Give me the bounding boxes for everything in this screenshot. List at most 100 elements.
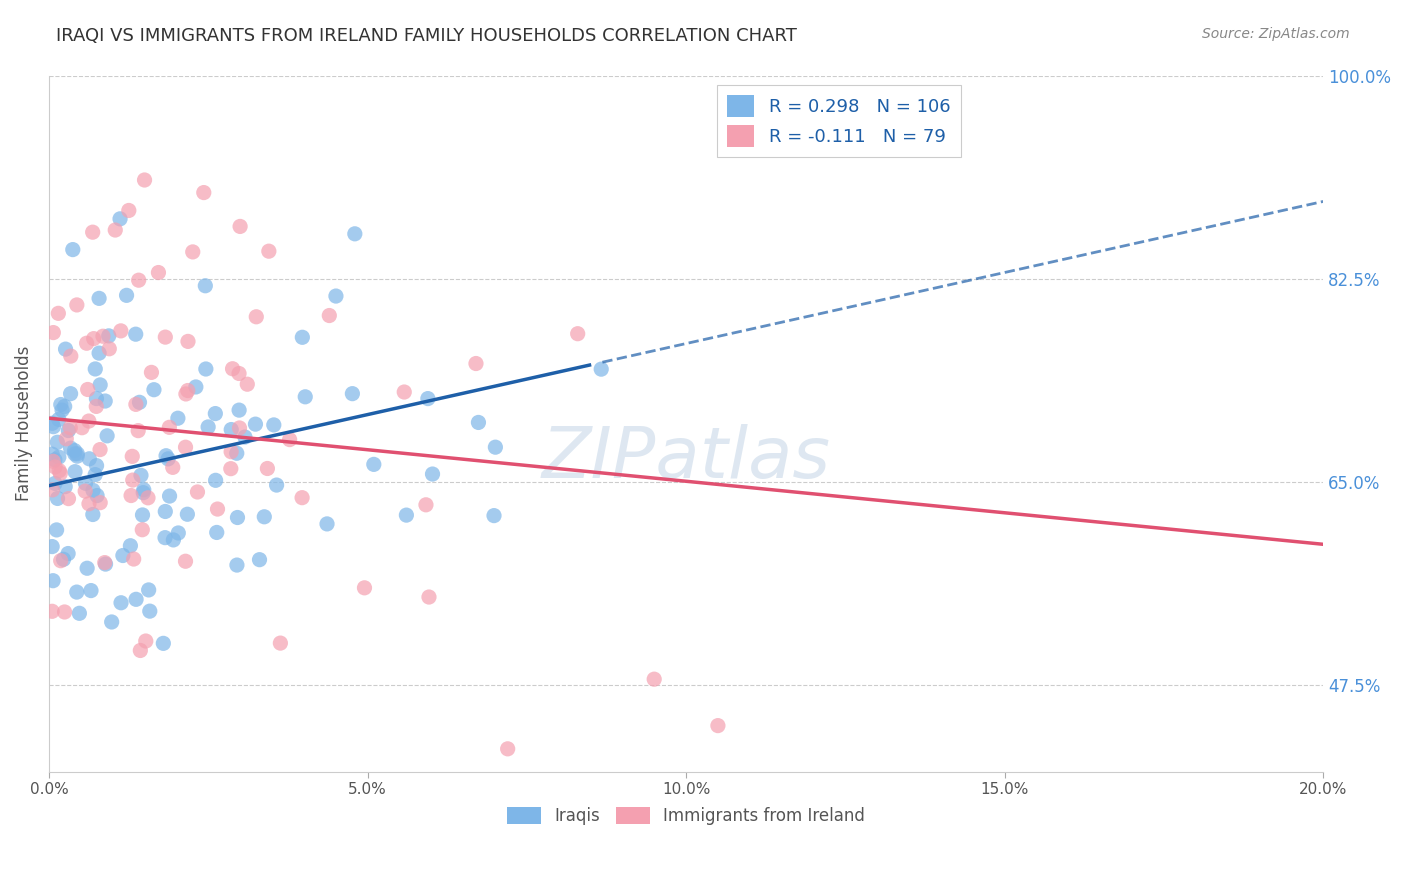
Iraqis bbox=[89, 377, 111, 392]
Immigrants from Ireland bbox=[121, 450, 143, 464]
Iraqis bbox=[132, 485, 155, 500]
Iraqis bbox=[129, 468, 152, 483]
Iraqis bbox=[46, 435, 69, 450]
Iraqis bbox=[66, 449, 89, 463]
Iraqis bbox=[184, 380, 207, 394]
Iraqis bbox=[233, 430, 256, 444]
Immigrants from Ireland bbox=[76, 336, 98, 351]
Iraqis bbox=[80, 583, 103, 598]
Iraqis bbox=[155, 504, 177, 518]
Immigrants from Ireland bbox=[46, 306, 69, 320]
Immigrants from Ireland bbox=[93, 556, 115, 570]
Iraqis bbox=[155, 449, 177, 463]
Iraqis bbox=[138, 582, 160, 597]
Iraqis bbox=[62, 243, 84, 257]
Iraqis bbox=[167, 526, 190, 541]
Immigrants from Ireland bbox=[59, 349, 82, 363]
Iraqis bbox=[125, 327, 148, 342]
Immigrants from Ireland bbox=[84, 400, 107, 414]
Iraqis bbox=[253, 509, 276, 524]
Immigrants from Ireland bbox=[236, 377, 259, 392]
Iraqis bbox=[94, 557, 117, 571]
Immigrants from Ireland bbox=[415, 498, 437, 512]
Immigrants from Ireland bbox=[83, 332, 105, 346]
Iraqis bbox=[67, 607, 90, 621]
Iraqis bbox=[82, 508, 104, 522]
Iraqis bbox=[325, 289, 347, 303]
Iraqis bbox=[46, 491, 69, 506]
Immigrants from Ireland bbox=[465, 357, 488, 371]
Immigrants from Ireland bbox=[141, 365, 163, 379]
Iraqis bbox=[125, 592, 148, 607]
Iraqis bbox=[484, 440, 506, 454]
Immigrants from Ireland bbox=[82, 225, 104, 239]
Iraqis bbox=[204, 407, 226, 421]
Iraqis bbox=[167, 411, 190, 425]
Iraqis bbox=[205, 525, 228, 540]
Iraqis bbox=[53, 400, 76, 414]
Immigrants from Ireland bbox=[418, 590, 440, 604]
Immigrants from Ireland bbox=[53, 605, 76, 619]
Iraqis bbox=[94, 394, 117, 409]
Iraqis bbox=[42, 419, 65, 434]
Legend: Iraqis, Immigrants from Ireland: Iraqis, Immigrants from Ireland bbox=[499, 798, 873, 833]
Immigrants from Ireland bbox=[55, 432, 77, 446]
Iraqis bbox=[291, 330, 314, 344]
Text: Source: ZipAtlas.com: Source: ZipAtlas.com bbox=[1202, 27, 1350, 41]
Iraqis bbox=[53, 480, 76, 494]
Immigrants from Ireland bbox=[98, 342, 121, 356]
Iraqis bbox=[422, 467, 444, 481]
Iraqis bbox=[162, 533, 184, 547]
Iraqis bbox=[111, 549, 134, 563]
Immigrants from Ireland bbox=[134, 173, 156, 187]
Iraqis bbox=[52, 552, 75, 566]
Iraqis bbox=[56, 547, 79, 561]
Immigrants from Ireland bbox=[59, 421, 82, 435]
Immigrants from Ireland bbox=[49, 467, 72, 481]
Immigrants from Ireland bbox=[76, 383, 98, 397]
Iraqis bbox=[108, 211, 131, 226]
Immigrants from Ireland bbox=[394, 384, 416, 399]
Immigrants from Ireland bbox=[157, 420, 180, 434]
Iraqis bbox=[342, 386, 364, 401]
Immigrants from Ireland bbox=[66, 298, 89, 312]
Immigrants from Ireland bbox=[58, 491, 80, 506]
Iraqis bbox=[86, 489, 108, 503]
Iraqis bbox=[48, 450, 70, 464]
Text: IRAQI VS IMMIGRANTS FROM IRELAND FAMILY HOUSEHOLDS CORRELATION CHART: IRAQI VS IMMIGRANTS FROM IRELAND FAMILY … bbox=[56, 27, 797, 45]
Iraqis bbox=[96, 429, 118, 443]
Iraqis bbox=[219, 423, 242, 437]
Immigrants from Ireland bbox=[136, 491, 159, 505]
Iraqis bbox=[591, 362, 613, 376]
Immigrants from Ireland bbox=[278, 433, 301, 447]
Text: ZIPatlas: ZIPatlas bbox=[541, 424, 831, 493]
Iraqis bbox=[194, 362, 217, 376]
Immigrants from Ireland bbox=[228, 367, 250, 381]
Immigrants from Ireland bbox=[121, 473, 143, 487]
Iraqis bbox=[159, 489, 181, 503]
Immigrants from Ireland bbox=[77, 414, 100, 428]
Iraqis bbox=[55, 342, 77, 356]
Iraqis bbox=[467, 416, 489, 430]
Iraqis bbox=[110, 596, 132, 610]
Iraqis bbox=[97, 329, 120, 343]
Immigrants from Ireland bbox=[131, 523, 153, 537]
Iraqis bbox=[115, 288, 138, 302]
Iraqis bbox=[197, 420, 219, 434]
Immigrants from Ireland bbox=[155, 330, 177, 344]
Immigrants from Ireland bbox=[70, 421, 93, 435]
Iraqis bbox=[194, 278, 217, 293]
Immigrants from Ireland bbox=[127, 424, 149, 438]
Immigrants from Ireland bbox=[193, 186, 215, 200]
Iraqis bbox=[59, 386, 82, 401]
Immigrants from Ireland bbox=[643, 672, 665, 686]
Immigrants from Ireland bbox=[49, 554, 72, 568]
Iraqis bbox=[41, 416, 63, 430]
Immigrants from Ireland bbox=[174, 440, 197, 454]
Immigrants from Ireland bbox=[42, 326, 65, 340]
Immigrants from Ireland bbox=[229, 219, 252, 234]
Iraqis bbox=[66, 447, 89, 461]
Iraqis bbox=[153, 531, 176, 545]
Immigrants from Ireland bbox=[42, 454, 65, 468]
Iraqis bbox=[204, 473, 226, 487]
